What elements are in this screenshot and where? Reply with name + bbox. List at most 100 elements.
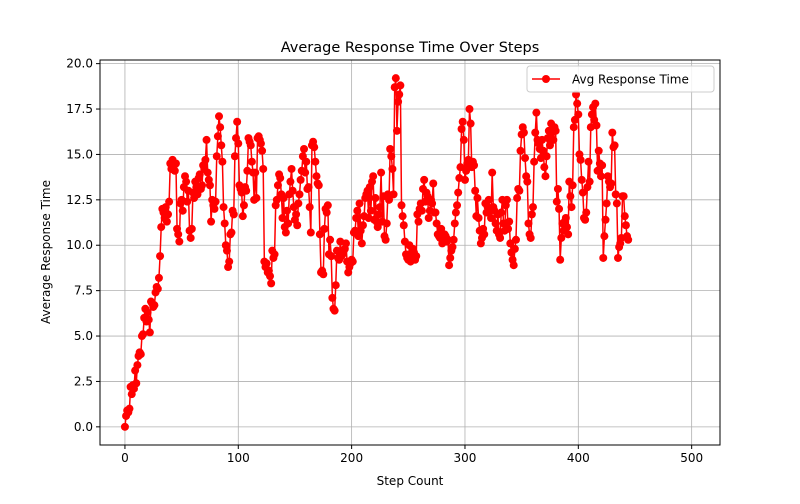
x-tick-label: 0 xyxy=(121,451,129,465)
data-point xyxy=(513,194,522,203)
data-point xyxy=(454,188,463,197)
data-point xyxy=(610,141,619,150)
data-point xyxy=(319,270,328,279)
data-point xyxy=(624,235,633,244)
data-point xyxy=(391,74,400,83)
y-tick-label: 10.0 xyxy=(66,238,93,252)
data-point xyxy=(233,117,242,126)
data-point xyxy=(612,199,621,208)
data-point xyxy=(207,217,216,226)
data-point xyxy=(352,214,361,222)
data-point xyxy=(424,214,433,222)
data-point xyxy=(212,152,221,161)
data-point xyxy=(281,228,290,237)
data-point xyxy=(510,244,519,253)
data-point xyxy=(596,172,605,181)
data-point xyxy=(566,192,575,201)
data-point xyxy=(432,219,441,228)
data-point xyxy=(222,246,231,255)
data-point xyxy=(229,210,238,219)
data-point xyxy=(375,203,384,212)
data-point xyxy=(466,119,475,128)
data-point xyxy=(374,210,383,219)
data-point xyxy=(385,195,394,204)
data-point xyxy=(392,126,401,135)
data-point xyxy=(302,157,311,166)
data-point xyxy=(262,259,271,268)
data-point xyxy=(311,157,320,166)
data-point xyxy=(502,195,511,204)
data-point xyxy=(619,192,628,201)
data-point xyxy=(621,221,630,230)
data-point xyxy=(601,215,610,224)
data-point xyxy=(202,135,211,144)
data-point xyxy=(581,215,590,224)
data-point xyxy=(273,181,282,190)
data-point xyxy=(234,139,243,148)
data-point xyxy=(456,163,465,172)
data-point xyxy=(473,194,482,203)
data-point xyxy=(395,90,404,99)
data-point xyxy=(480,230,489,239)
data-point xyxy=(357,239,366,248)
data-point xyxy=(487,214,496,222)
data-point xyxy=(170,166,179,175)
y-tick-label: 0.0 xyxy=(74,420,93,434)
data-point xyxy=(358,221,367,230)
data-point xyxy=(133,361,142,370)
legend-label: Avg Response Time xyxy=(572,73,689,87)
data-point xyxy=(574,110,583,119)
data-point xyxy=(164,210,173,219)
data-point xyxy=(276,174,285,183)
data-point xyxy=(174,230,183,239)
data-point xyxy=(505,217,514,226)
data-point xyxy=(471,186,480,195)
data-point xyxy=(568,181,577,190)
data-point xyxy=(220,219,229,228)
data-point xyxy=(414,217,423,226)
data-point xyxy=(420,175,429,184)
data-point xyxy=(314,181,323,190)
data-point xyxy=(327,252,336,261)
data-point xyxy=(296,175,305,184)
data-point xyxy=(555,204,564,213)
x-axis-ticks: 0 100 200 300 400 500 xyxy=(121,445,703,465)
data-point xyxy=(187,224,196,233)
data-point xyxy=(306,228,315,237)
data-point xyxy=(573,99,582,108)
legend-marker-swatch xyxy=(542,75,550,83)
y-tick-label: 15.0 xyxy=(66,147,93,161)
x-tick-label: 300 xyxy=(454,451,477,465)
data-point xyxy=(504,224,513,233)
data-point xyxy=(552,197,561,206)
data-point xyxy=(341,239,350,248)
data-point xyxy=(322,208,331,217)
data-point xyxy=(465,105,474,114)
data-point xyxy=(591,99,600,108)
data-point xyxy=(154,273,163,282)
data-point xyxy=(326,235,335,244)
data-point xyxy=(528,203,537,212)
data-point xyxy=(156,252,165,261)
data-point xyxy=(561,214,570,222)
data-point xyxy=(541,172,550,181)
data-point xyxy=(388,164,397,173)
data-point xyxy=(542,152,551,161)
data-point xyxy=(600,232,609,241)
data-point xyxy=(398,212,407,221)
data-point xyxy=(531,128,540,137)
data-point xyxy=(270,250,279,259)
data-point xyxy=(332,246,341,255)
x-tick-label: 100 xyxy=(227,451,250,465)
data-point xyxy=(355,199,364,208)
data-point xyxy=(396,81,405,90)
data-point xyxy=(246,141,255,150)
data-point xyxy=(238,212,247,221)
data-point xyxy=(267,279,276,288)
data-point xyxy=(553,184,562,193)
data-point xyxy=(183,197,192,206)
data-point xyxy=(429,179,438,188)
legend-box xyxy=(526,65,715,93)
data-point xyxy=(310,143,319,152)
data-point xyxy=(301,168,310,177)
